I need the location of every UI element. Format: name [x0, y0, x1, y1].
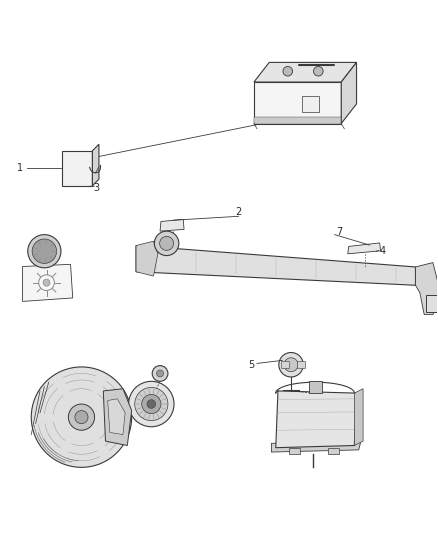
Bar: [297, 361, 305, 368]
Circle shape: [37, 244, 51, 258]
Polygon shape: [254, 117, 341, 124]
Circle shape: [39, 275, 54, 290]
Circle shape: [154, 231, 179, 256]
Circle shape: [31, 367, 132, 467]
Text: 2: 2: [236, 207, 242, 217]
Polygon shape: [22, 264, 73, 302]
Polygon shape: [108, 399, 125, 434]
Text: 4: 4: [380, 246, 386, 256]
Polygon shape: [254, 62, 357, 82]
Circle shape: [284, 358, 298, 372]
Circle shape: [159, 236, 173, 251]
Polygon shape: [341, 62, 357, 124]
Polygon shape: [348, 243, 381, 254]
Circle shape: [156, 370, 163, 377]
Circle shape: [135, 387, 168, 421]
Polygon shape: [254, 82, 341, 124]
Circle shape: [41, 248, 47, 254]
Text: 1: 1: [17, 163, 23, 173]
Polygon shape: [276, 391, 357, 448]
Text: 7: 7: [336, 227, 342, 237]
Polygon shape: [160, 220, 184, 231]
Polygon shape: [92, 144, 99, 185]
Circle shape: [314, 67, 323, 76]
Bar: [308, 381, 321, 393]
Bar: [426, 295, 438, 312]
Circle shape: [142, 394, 161, 414]
Polygon shape: [354, 389, 363, 446]
Circle shape: [152, 366, 168, 381]
Polygon shape: [62, 151, 92, 185]
Polygon shape: [136, 246, 416, 285]
Circle shape: [68, 404, 95, 430]
Polygon shape: [272, 441, 361, 452]
Polygon shape: [136, 241, 158, 276]
Circle shape: [129, 381, 174, 427]
Circle shape: [32, 239, 57, 263]
Circle shape: [28, 235, 61, 268]
Polygon shape: [103, 389, 132, 446]
Bar: [289, 448, 300, 454]
Circle shape: [279, 352, 303, 377]
Circle shape: [283, 67, 293, 76]
Circle shape: [75, 410, 88, 424]
Text: 5: 5: [249, 360, 255, 370]
Polygon shape: [416, 263, 438, 314]
Circle shape: [147, 400, 155, 408]
Text: 3: 3: [94, 183, 100, 193]
Circle shape: [43, 279, 50, 286]
Bar: [302, 96, 319, 111]
Bar: [282, 361, 289, 368]
Bar: [328, 448, 339, 454]
